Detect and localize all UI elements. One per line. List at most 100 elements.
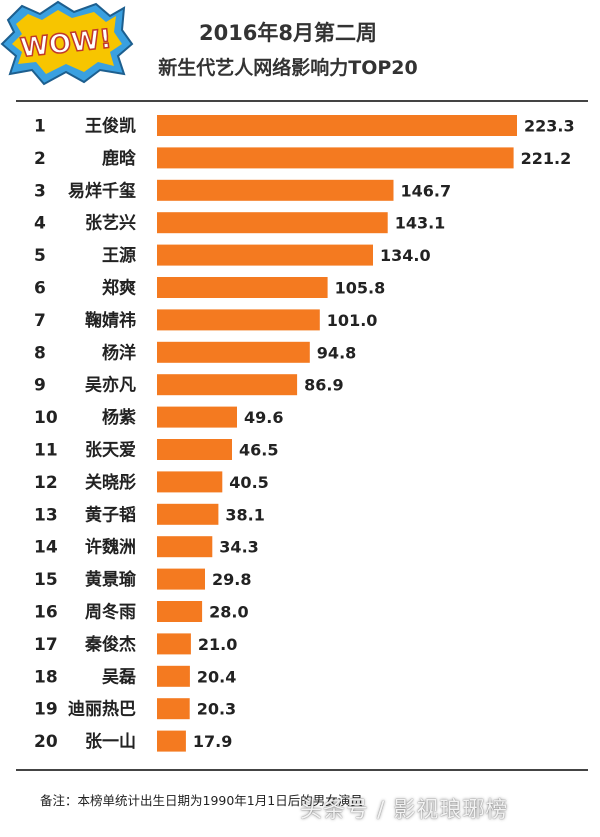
value-label: 134.0 [380, 246, 431, 265]
value-label: 101.0 [327, 311, 378, 330]
watermark: 头条号 / 影视琅琊榜 [300, 798, 509, 823]
rank-label: 12 [34, 473, 58, 493]
bar-row: 5 王源 134.0 [34, 244, 431, 266]
value-label: 94.8 [317, 343, 356, 362]
bar-row: 7 鞠婧祎 101.0 [34, 309, 377, 331]
artist-name-label: 张一山 [85, 732, 136, 752]
artist-name-label: 鹿晗 [102, 148, 136, 169]
wow-logo: WOW! [0, 0, 134, 86]
value-label: 20.3 [197, 700, 236, 719]
bar [157, 212, 388, 234]
bar [157, 601, 203, 622]
bar [157, 503, 219, 525]
rank-label: 9 [34, 376, 46, 396]
rank-label: 14 [34, 538, 58, 558]
rank-label: 1 [34, 117, 46, 137]
bar-row: 8 杨洋 94.8 [34, 341, 356, 363]
bar-row: 1 王俊凯 223.3 [34, 115, 575, 137]
artist-name-label: 易烊千玺 [68, 180, 136, 201]
logo-burst [12, 10, 122, 74]
bar-row: 11 张天爱 46.5 [34, 439, 278, 461]
artist-name-label: 鞠婧祎 [85, 310, 136, 331]
bar [157, 698, 190, 720]
bar [157, 568, 205, 590]
footer-note: 备注：本榜单统计出生日期为1990年1月1日后的男女演员 [40, 793, 363, 808]
artist-name-label: 杨洋 [102, 342, 136, 363]
bar-row: 9 吴亦凡 86.9 [34, 374, 344, 396]
bar [157, 439, 232, 460]
rank-label: 5 [34, 246, 46, 266]
value-label: 20.4 [197, 667, 236, 686]
rank-label: 16 [34, 603, 58, 623]
bar-row: 10 杨紫 49.6 [34, 406, 283, 428]
value-label: 21.0 [198, 635, 237, 654]
bar-row: 3 易烊千玺 146.7 [34, 179, 452, 201]
bar [157, 633, 191, 655]
artist-name-label: 黄景瑜 [85, 569, 137, 590]
value-label: 49.6 [244, 408, 283, 427]
bar-row: 2 鹿晗 221.2 [34, 147, 571, 169]
bar [157, 309, 320, 331]
rank-label: 2 [34, 149, 46, 169]
artist-name-label: 张艺兴 [85, 213, 136, 234]
bar-row: 20 张一山 17.9 [34, 730, 232, 752]
rank-label: 3 [34, 181, 46, 201]
bar-row: 17 秦俊杰 21.0 [34, 633, 237, 655]
value-label: 105.8 [335, 279, 386, 298]
rank-label: 7 [34, 311, 46, 331]
bar-row: 6 郑爽 105.8 [34, 277, 385, 299]
artist-name-label: 迪丽热巴 [68, 699, 136, 720]
bar [157, 277, 328, 298]
bar [157, 374, 298, 396]
bar-row: 16 周冬雨 28.0 [34, 601, 249, 623]
value-label: 86.9 [304, 376, 343, 395]
bar [157, 471, 223, 493]
bar [157, 115, 517, 136]
artist-name-label: 王俊凯 [85, 116, 136, 137]
bar [157, 244, 373, 266]
rank-label: 20 [34, 732, 58, 752]
rank-label: 15 [34, 570, 58, 590]
value-label: 46.5 [239, 441, 278, 460]
bar [157, 730, 186, 752]
bar [157, 147, 514, 169]
bar [157, 536, 213, 558]
bar-row: 19 迪丽热巴 20.3 [34, 698, 236, 720]
artist-name-label: 黄子韬 [85, 504, 136, 525]
rank-label: 18 [34, 667, 58, 687]
value-label: 146.7 [401, 181, 452, 200]
artist-name-label: 吴磊 [102, 667, 136, 687]
artist-name-label: 郑爽 [102, 278, 136, 299]
value-label: 223.3 [524, 117, 575, 136]
value-label: 34.3 [219, 538, 258, 557]
rank-label: 10 [34, 408, 58, 428]
value-label: 40.5 [229, 473, 268, 492]
value-label: 29.8 [212, 570, 251, 589]
value-label: 221.2 [521, 149, 572, 168]
artist-name-label: 张天爱 [85, 440, 136, 461]
artist-name-label: 关晓彤 [85, 472, 136, 493]
rank-label: 17 [34, 635, 58, 655]
rank-label: 6 [34, 279, 46, 299]
bar-row: 18 吴磊 20.4 [34, 665, 236, 687]
artist-name-label: 周冬雨 [85, 602, 136, 623]
bar-rows: 1 王俊凯 223.3 2 鹿晗 221.2 3 易烊千玺 146.7 4 张艺兴 143.1 5 王源 1… [34, 115, 575, 752]
rank-label: 4 [34, 214, 46, 234]
bar [157, 179, 394, 201]
value-label: 28.0 [209, 603, 248, 622]
bar-row: 15 黄景瑜 29.8 [34, 568, 251, 590]
title-line-1: 2016年8月第二周 [199, 21, 377, 45]
artist-name-label: 王源 [102, 245, 136, 266]
bar-row: 12 关晓彤 40.5 [34, 471, 269, 493]
artist-name-label: 许魏洲 [85, 537, 136, 558]
rank-label: 8 [34, 343, 46, 363]
value-label: 17.9 [193, 732, 232, 751]
artist-name-label: 杨紫 [102, 407, 136, 428]
rank-label: 11 [34, 441, 58, 461]
bar-row: 13 黄子韬 38.1 [34, 503, 265, 525]
bar [157, 406, 237, 428]
artist-name-label: 吴亦凡 [85, 375, 136, 396]
bar-row: 4 张艺兴 143.1 [34, 212, 445, 234]
bar-row: 14 许魏洲 34.3 [34, 536, 259, 558]
